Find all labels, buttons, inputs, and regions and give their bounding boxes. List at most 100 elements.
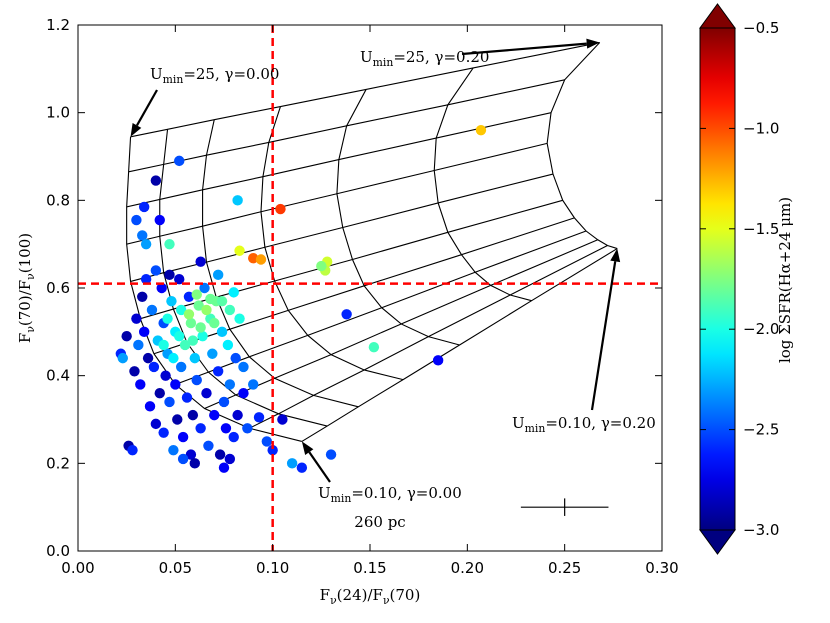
- data-point: [158, 427, 169, 438]
- data-point: [234, 245, 245, 256]
- data-point: [214, 449, 226, 460]
- data-point: [203, 440, 214, 451]
- data-point: [220, 423, 232, 434]
- subscript: min: [163, 73, 184, 86]
- label-part: =25, γ=0.20: [393, 48, 489, 66]
- data-point: [432, 355, 444, 366]
- y-tick-label: 0.2: [46, 454, 70, 472]
- data-point: [131, 313, 142, 324]
- colorbar-tick-label: −0.5: [743, 19, 779, 37]
- subscript: min: [373, 56, 394, 69]
- data-point: [232, 409, 243, 421]
- subscript: ν: [24, 326, 37, 333]
- model-u-line: [128, 79, 565, 173]
- data-point: [255, 254, 267, 265]
- data-point: [140, 274, 152, 285]
- data-point: [238, 361, 249, 373]
- model-u-line: [126, 142, 548, 245]
- data-point: [238, 388, 249, 399]
- data-point: [174, 331, 185, 342]
- data-point: [248, 252, 259, 264]
- label-part: F: [320, 586, 330, 604]
- annotation-arrow: [308, 451, 331, 483]
- annotation: Umin=0.10, γ=0.00: [318, 484, 462, 505]
- data-point: [261, 436, 273, 447]
- colorbar-tick-label: −2.0: [743, 320, 779, 338]
- data-point: [228, 287, 239, 298]
- y-tick-label: 1.2: [46, 16, 70, 34]
- scale-label: 260 pc: [354, 513, 405, 531]
- data-point: [140, 238, 152, 250]
- data-point: [138, 326, 150, 338]
- data-point: [133, 339, 144, 351]
- arrow-head: [610, 248, 621, 263]
- data-point: [129, 366, 140, 377]
- data-point: [201, 304, 212, 316]
- data-point: [216, 295, 228, 307]
- label-part: (100): [16, 233, 34, 273]
- data-point: [177, 431, 189, 443]
- data-point: [316, 260, 327, 272]
- data-point: [222, 339, 234, 351]
- data-point: [150, 265, 162, 276]
- data-point: [170, 379, 181, 390]
- data-point: [142, 352, 154, 364]
- y-axis-label: Fν(70)/Fν(100): [16, 233, 37, 343]
- model-gamma-line: [433, 67, 532, 302]
- data-point: [187, 409, 199, 421]
- data-point: [216, 326, 228, 338]
- model-u-line: [126, 112, 552, 208]
- subscript: ν: [24, 273, 37, 280]
- annotation: Umin=0.10, γ=0.20: [512, 414, 656, 435]
- data-point: [185, 449, 197, 460]
- y-tick-label: 1.0: [46, 104, 70, 122]
- data-point: [230, 352, 241, 364]
- data-point: [187, 335, 199, 346]
- data-point: [138, 201, 150, 213]
- data-point: [267, 444, 278, 456]
- data-point: [175, 304, 187, 316]
- label-part: U: [150, 65, 163, 83]
- data-point: [212, 366, 224, 377]
- data-point: [189, 352, 200, 364]
- data-point: [228, 431, 239, 443]
- colorbar: [699, 27, 736, 531]
- data-point: [325, 449, 337, 460]
- colorbar-tick-label: −3.0: [743, 521, 779, 539]
- data-point: [191, 374, 202, 386]
- data-point: [199, 282, 210, 294]
- data-point: [137, 291, 148, 302]
- data-point: [121, 331, 132, 342]
- x-tick-label: 0.25: [548, 559, 581, 577]
- data-point: [218, 396, 230, 408]
- data-point: [168, 352, 179, 364]
- data-point: [205, 293, 216, 305]
- data-point: [144, 401, 156, 412]
- data-point: [183, 291, 195, 302]
- label-part: U: [512, 414, 525, 432]
- model-u-line: [140, 199, 563, 320]
- x-tick-label: 0.05: [159, 559, 192, 577]
- label-part: (70): [390, 586, 421, 604]
- data-point: [253, 412, 265, 423]
- data-point: [224, 379, 236, 390]
- data-point: [189, 458, 200, 469]
- subscript: ν: [383, 594, 390, 607]
- data-point: [275, 203, 286, 215]
- data-point: [232, 195, 243, 206]
- data-point: [242, 423, 253, 434]
- arrow-head: [301, 441, 314, 455]
- x-tick-label: 0.15: [353, 559, 386, 577]
- data-point: [224, 304, 236, 316]
- model-u-line: [301, 248, 618, 442]
- data-point: [164, 396, 175, 408]
- colorbar-under: [699, 529, 736, 555]
- data-point: [183, 309, 195, 320]
- data-point: [197, 331, 208, 342]
- data-point: [212, 269, 224, 281]
- data-point: [181, 392, 193, 403]
- colorbar-tick-label: −1.5: [743, 220, 779, 238]
- annotation-arrow: [135, 89, 158, 126]
- model-u-line: [130, 41, 600, 138]
